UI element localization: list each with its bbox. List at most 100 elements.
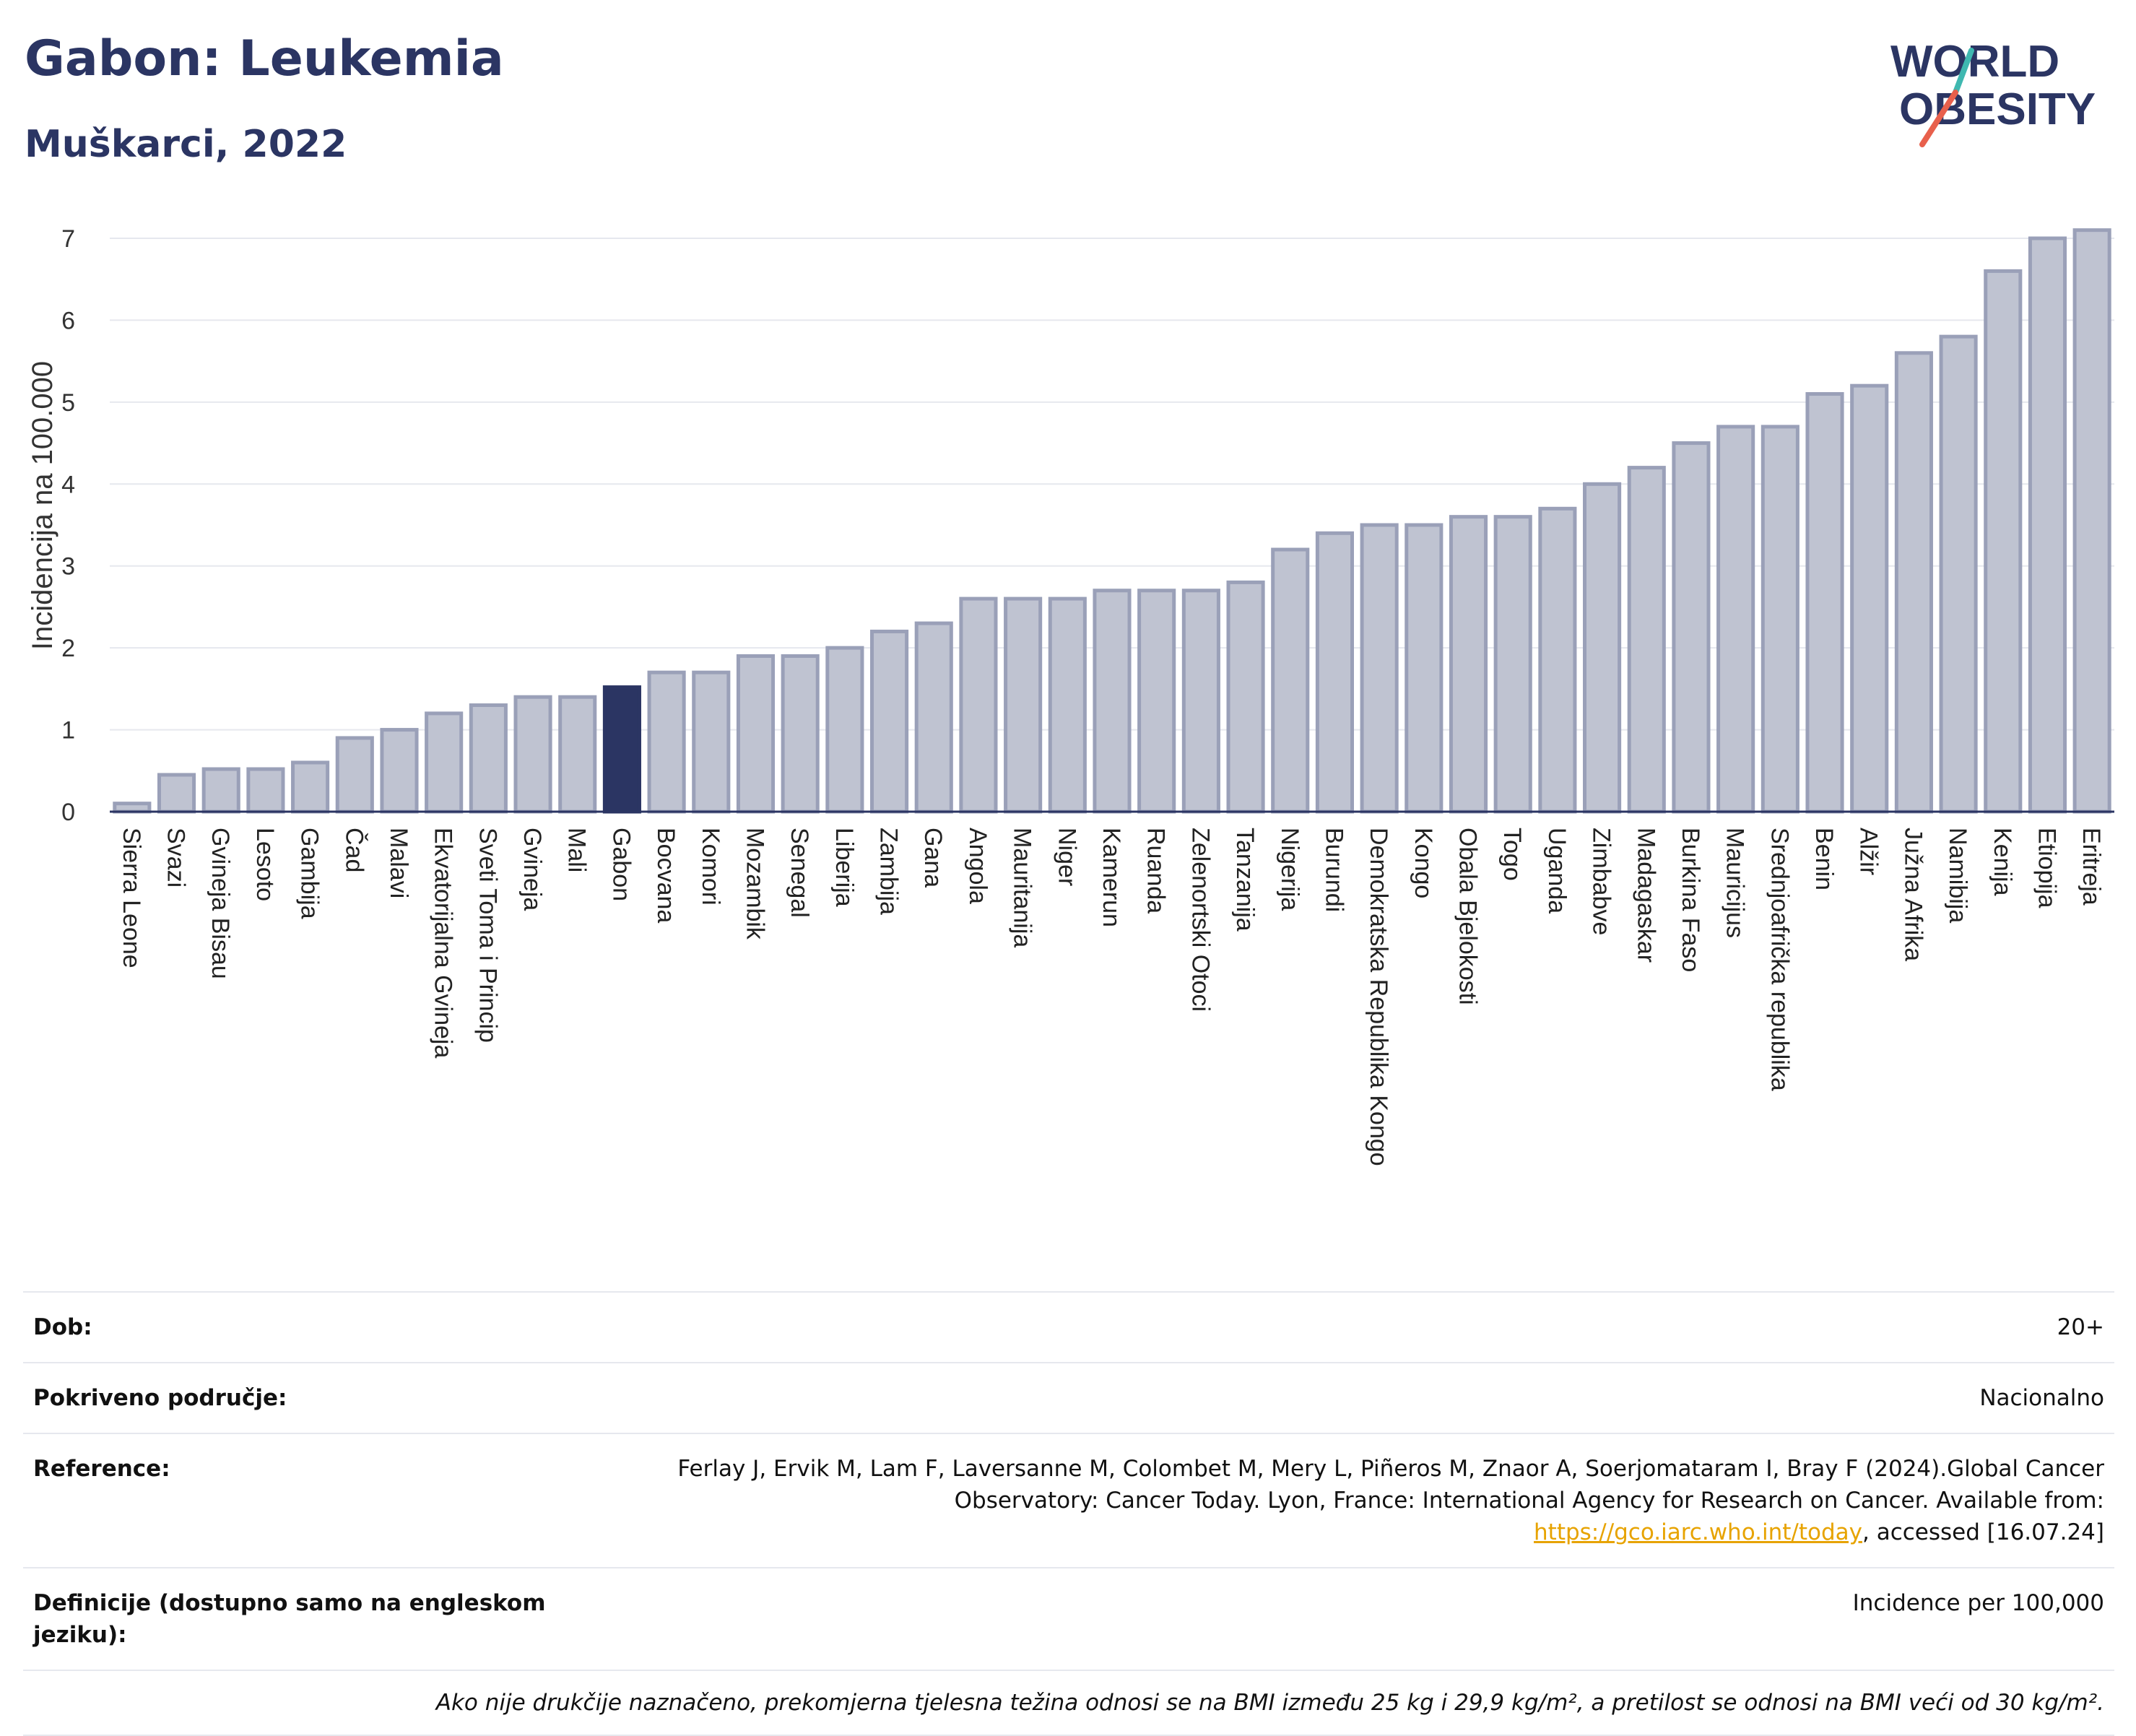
logo-slash-coral-icon [1919,90,1958,147]
bar [469,703,508,814]
bar [1672,441,1711,814]
bar [335,736,374,814]
reference-tail: , accessed [16.07.24] [1862,1519,2104,1545]
bar [647,670,686,814]
bar [1048,596,1087,814]
footnote: Ako nije drukčije naznačeno, prekomjerna… [23,1670,2114,1736]
reference-link[interactable]: https://gco.iarc.who.int/today [1534,1519,1862,1545]
y-tick-label: 4 [61,471,75,498]
bar [1939,334,1978,814]
x-tick-label: Mali [563,828,591,872]
x-tick-label: Kamerun [1098,828,1125,927]
bar [1984,269,2023,814]
x-tick-label: Ekvatorijalna Gvineja [430,828,457,1058]
x-tick-label: Angola [964,828,991,904]
x-tick-label: Mauricijus [1722,828,1749,938]
x-tick-label: Gana [919,828,947,887]
y-tick-label: 6 [61,307,75,334]
bar [1850,383,1889,814]
bar [1004,596,1043,814]
definitions-value: Incidence per 100,000 [1852,1590,2104,1616]
reference-value: Ferlay J, Ervik M, Lam F, Laversanne M, … [617,1453,2104,1548]
page-title: Gabon: Leukemia [25,30,504,87]
x-tick-label: Burundi [1320,828,1347,912]
x-tick-label: Kongo [1410,828,1437,898]
coverage-value: Nacionalno [1979,1385,2104,1411]
bar [869,629,909,814]
reference-text: Ferlay J, Ervik M, Lam F, Laversanne M, … [677,1456,2104,1514]
bar [736,654,776,814]
bar [1538,506,1577,814]
y-tick-label: 2 [61,635,75,662]
x-tick-label: Srednjoafrička republika [1766,828,1793,1091]
bar [558,695,597,814]
x-tick-label: Mauritanija [1009,828,1036,947]
x-tick-label: Niger [1053,828,1080,886]
bar [959,596,998,814]
bar [157,773,196,814]
x-tick-label: Svazi [162,828,190,887]
x-tick-label: Senegal [786,828,813,918]
bar [1894,351,1933,814]
x-tick-label: Demokratska Republika Kongo [1365,828,1392,1166]
bar [380,728,419,814]
bar [513,695,552,814]
x-tick-label: Gvineja Bisau [207,828,234,979]
x-tick-label: Benin [1810,828,1838,890]
x-tick-label: Čad [340,828,368,872]
x-tick-label: Tanzanija [1231,828,1259,932]
bar [2028,236,2067,814]
x-tick-label: Lesoto [251,828,279,901]
page-subtitle: Muškarci, 2022 [25,123,347,166]
x-tick-label: Uganda [1543,828,1571,913]
bar [1360,523,1399,814]
x-tick-label: Nigerija [1276,828,1303,911]
age-value: 20+ [2057,1314,2104,1340]
x-tick-label: Ruanda [1142,828,1170,913]
x-tick-label: Komori [697,828,724,906]
x-tick-label: Madagaskar [1632,828,1659,963]
bar [2072,228,2111,814]
x-tick-label: Liberija [830,828,858,907]
bar [201,767,240,814]
x-tick-label: Malavi [385,828,412,898]
bar [825,646,864,814]
bar [1627,466,1666,814]
x-tick-label: Namibija [1944,828,1971,923]
bar [1805,392,1844,814]
bar [914,621,953,814]
y-axis-label: Incidencija na 100.000 [27,361,58,650]
bar [602,685,641,814]
info-row-definitions: Definicije (dostupno samo na engleskom j… [23,1567,2114,1670]
y-tick-label: 5 [61,389,75,417]
y-tick-label: 0 [61,799,75,826]
y-tick-label: 1 [61,717,75,745]
info-row-age: Dob: 20+ [23,1291,2114,1362]
x-tick-label: Sierra Leone [118,828,145,968]
info-row-coverage: Pokriveno područje: Nacionalno [23,1362,2114,1433]
x-tick-label: Gambija [296,828,324,919]
definitions-label: Definicije (dostupno samo na engleskom j… [33,1590,546,1648]
bar-chart: 0 1 2 3 4 5 6 7 Incidencija na 100.000 Sierra Leo… [27,225,2114,1166]
bar [1583,482,1622,814]
bar [1761,425,1799,814]
bar [1405,523,1443,814]
x-tick-label: Zelenortski Otoci [1186,828,1214,1012]
age-label: Dob: [33,1314,92,1340]
bar [1315,531,1355,814]
x-tick-label: Togo [1498,828,1526,881]
x-tick-label: Sveti Toma i Princip [474,828,501,1043]
x-tick-label: Burkina Faso [1677,828,1704,972]
bar [781,654,820,814]
bar [1137,589,1176,814]
coverage-label: Pokriveno područje: [33,1385,287,1411]
info-table: Dob: 20+ Pokriveno područje: Nacionalno … [23,1291,2114,1736]
bar [1716,425,1755,814]
bar [113,802,152,814]
reference-label: Reference: [33,1456,170,1482]
world-obesity-logo: WORLD OBESITY [1890,37,2096,147]
bar [1271,547,1310,814]
x-tick-label: Južna Afrika [1899,828,1927,961]
bar [1181,589,1220,814]
x-tick-label: Gabon [607,828,635,901]
